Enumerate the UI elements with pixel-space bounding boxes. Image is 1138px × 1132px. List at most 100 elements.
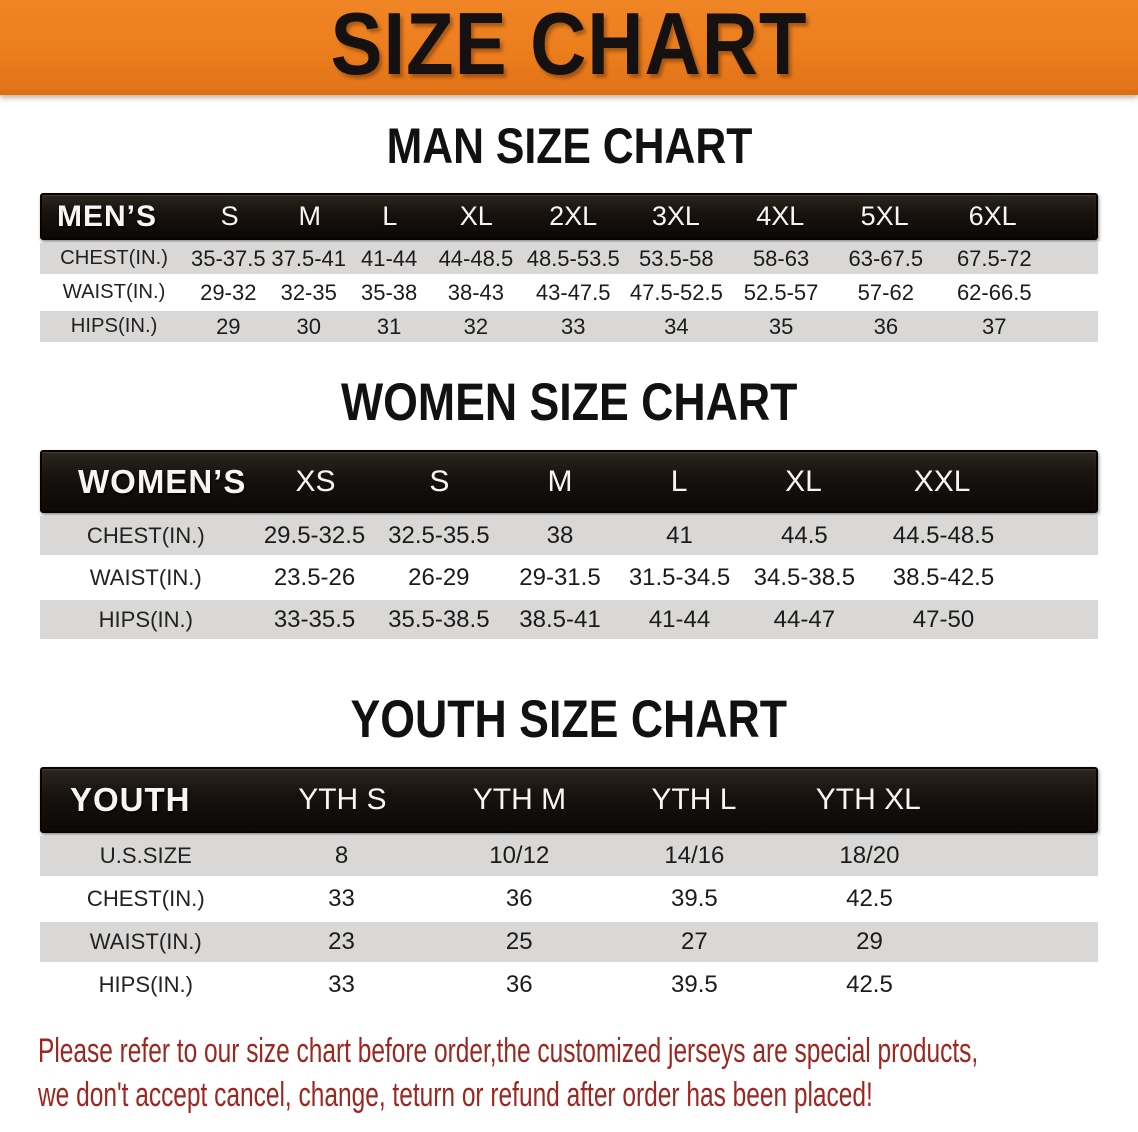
men-section-heading-text: MAN SIZE CHART [386, 116, 752, 174]
size-value: 23 [328, 928, 355, 955]
size-value: 48.5-53.5 [526, 245, 620, 271]
banner-title: SIZE CHART [330, 0, 808, 94]
size-value: 35-38 [360, 279, 418, 305]
size-value: 44.5 [781, 521, 828, 549]
measurement-row-label: CHEST(IN.) [86, 522, 205, 548]
measurement-row: U.S.SIZE 8 10/12 14/16 18/20 [40, 836, 1098, 876]
size-value: 38 [546, 521, 574, 549]
table-header-row: YOUTH YTH S YTH M YTH L YTH XL [40, 767, 1098, 833]
measurement-row-label: HIPS(IN.) [70, 315, 158, 337]
size-value: 33 [560, 313, 586, 339]
size-value: 26-29 [408, 563, 470, 591]
size-value: 36 [873, 313, 899, 339]
table-header-row: MEN’S S M L XL 2XL 3XL 4XL 5XL 6XL [40, 193, 1098, 240]
banner: SIZE CHART [0, 0, 1138, 95]
size-value: 39.5 [671, 885, 718, 912]
table-header-row: WOMEN’S XS S M L XL XXL [40, 450, 1098, 513]
size-value: 36 [505, 885, 533, 912]
size-value: 14/16 [664, 842, 725, 869]
table-header-row-label: WOMEN’S [78, 462, 247, 500]
size-value: 23.5-26 [273, 563, 356, 591]
measurement-row: HIPS(IN.) 33-35.5 35.5-38.5 38.5-41 41-44 44-… [40, 600, 1098, 639]
size-column-header: L [670, 464, 688, 498]
size-value: 34 [664, 313, 689, 339]
size-value: 35-37.5 [191, 245, 266, 271]
measurement-row: WAIST(IN.) 23.5-26 26-29 29-31.5 31.5-34.5 34… [40, 558, 1098, 597]
measurement-row: WAIST(IN.) 23 25 27 29 [40, 922, 1098, 962]
measurement-row: CHEST(IN.) 35-37.5 37.5-41 41-44 44-48.5 48.5… [40, 243, 1098, 274]
size-value: 39.5 [671, 971, 718, 998]
measurement-row-label: WAIST(IN.) [62, 281, 166, 303]
size-value: 43-47.5 [535, 279, 611, 305]
measurement-row: HIPS(IN.) 29 30 31 32 33 34 35 36 37 [40, 311, 1098, 342]
measurement-row: CHEST(IN.) 29.5-32.5 32.5-35.5 38 41 44.5 44.5… [40, 516, 1098, 555]
size-value: 57-62 [857, 279, 914, 305]
size-column-header: YTH L [651, 783, 737, 816]
measurement-row: HIPS(IN.) 33 36 39.5 42.5 [40, 965, 1098, 1005]
men-section-heading: MAN SIZE CHART [0, 116, 1138, 174]
size-value: 8 [334, 842, 349, 869]
size-value: 33-35.5 [273, 605, 356, 633]
size-value: 38.5-41 [519, 605, 601, 633]
size-value: 41-44 [360, 245, 418, 271]
size-column-header: M [547, 464, 573, 498]
size-value: 33 [328, 971, 355, 998]
size-value: 29.5-32.5 [263, 521, 366, 549]
size-value: 44-47 [773, 605, 836, 633]
size-value: 53.5-58 [639, 245, 714, 271]
size-value: 32.5-35.5 [388, 521, 490, 549]
size-value: 25 [505, 928, 533, 955]
size-value: 67.5-72 [956, 245, 1032, 271]
size-value: 42.5 [846, 885, 893, 912]
size-column-header: YTH M [472, 783, 567, 816]
size-value: 42.5 [846, 971, 893, 998]
women-section-heading-text: WOMEN SIZE CHART [340, 371, 798, 432]
size-value: 32-35 [280, 279, 337, 305]
size-value: 30 [296, 313, 321, 339]
size-value: 32 [463, 313, 489, 339]
size-value: 44-48.5 [438, 245, 514, 271]
size-column-header: XXL [913, 464, 971, 498]
size-column-header: S [220, 201, 239, 231]
youth-section-heading-text: YOUTH SIZE CHART [350, 688, 788, 749]
disclaimer: Please refer to our size chart before or… [38, 1029, 1138, 1117]
measurement-row-label: CHEST(IN.) [60, 247, 169, 269]
disclaimer-line-2: we don't accept cancel, change, teturn o… [38, 1076, 873, 1114]
size-value: 44.5-48.5 [892, 521, 995, 549]
size-value: 27 [681, 928, 708, 955]
size-column-header: L [382, 201, 398, 231]
measurement-row-label: HIPS(IN.) [98, 606, 194, 632]
mens-size-table: MEN’S S M L XL 2XL 3XL 4XL 5XL 6XL CHEST(IN.) 35-37… [40, 193, 1098, 342]
size-column-header: YTH XL [815, 783, 921, 816]
size-value: 35 [768, 313, 794, 339]
measurement-row-label: HIPS(IN.) [98, 972, 194, 997]
measurement-row: CHEST(IN.) 33 36 39.5 42.5 [40, 879, 1098, 919]
size-value: 36 [505, 971, 533, 998]
size-column-header: XL [459, 201, 493, 231]
measurement-row-label: CHEST(IN.) [86, 886, 205, 911]
size-value: 37.5-41 [271, 245, 347, 271]
measurement-row: WAIST(IN.) 29-32 32-35 35-38 38-43 43-47.5 47.… [40, 277, 1098, 308]
youth-section-heading: YOUTH SIZE CHART [0, 688, 1138, 749]
size-column-header: 4XL [756, 201, 805, 231]
size-value: 62-66.5 [956, 279, 1032, 305]
size-value: 47-50 [912, 605, 975, 633]
size-column-header: 3XL [651, 201, 700, 231]
table-header-row-label: YOUTH [70, 781, 191, 818]
women-section-heading: WOMEN SIZE CHART [0, 371, 1138, 432]
measurement-row-label: WAIST(IN.) [89, 929, 202, 954]
size-value: 29 [856, 928, 883, 955]
youth-size-table: YOUTH YTH S YTH M YTH L YTH XL U.S.SIZE 8 10/12… [40, 767, 1098, 1005]
size-value: 37 [982, 313, 1007, 339]
size-column-header: XL [785, 464, 822, 498]
size-value: 34.5-38.5 [753, 563, 856, 591]
size-value: 47.5-52.5 [629, 279, 723, 305]
table-header-row-label: MEN’S [57, 199, 158, 233]
womens-size-table: WOMEN’S XS S M L XL XXL CHEST(IN.) 29.5-32.5 32.5… [40, 450, 1098, 639]
size-column-header: M [298, 201, 321, 231]
size-value: 18/20 [839, 842, 900, 869]
size-value: 52.5-57 [743, 279, 819, 305]
size-value: 58-63 [752, 245, 810, 271]
size-column-header: S [429, 464, 450, 498]
